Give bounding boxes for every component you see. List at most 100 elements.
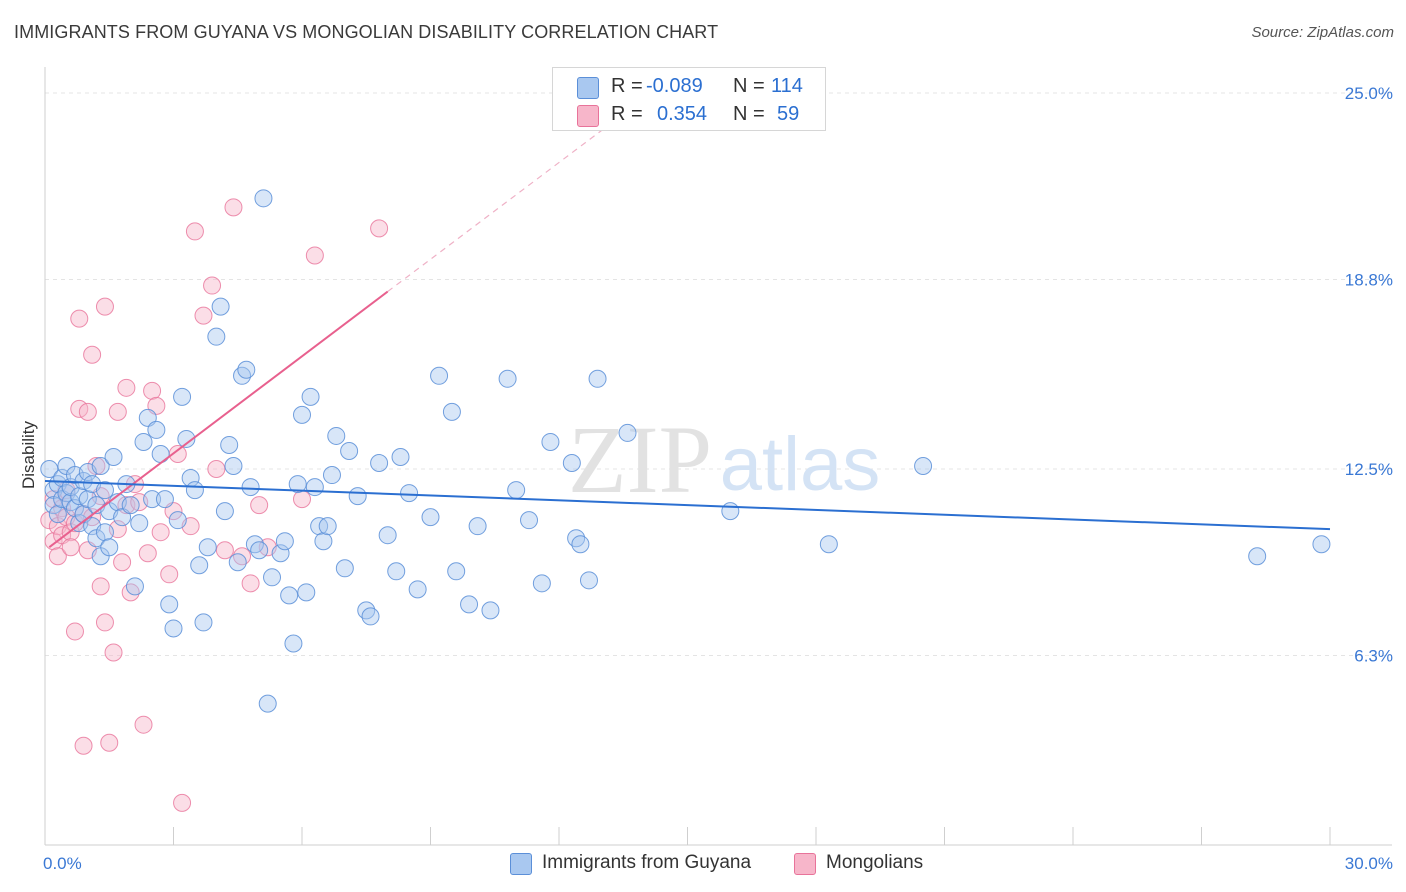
guyana-point (532, 574, 551, 593)
guyana-point (151, 444, 170, 463)
guyana-point (215, 502, 234, 521)
mongolians-point (95, 297, 114, 316)
mongolians-point (83, 345, 102, 364)
guyana-point (914, 457, 933, 476)
stats-legend: R = -0.089 N = 114 R = 0.354 N = 59 (552, 67, 826, 131)
guyana-point (571, 535, 590, 554)
guyana-point (301, 387, 320, 406)
source-note: Source: ZipAtlas.com (1251, 24, 1394, 41)
guyana-point (391, 447, 410, 466)
guyana-point (125, 577, 144, 596)
x-tick-labels: 0.0% 30.0% (43, 854, 1393, 873)
guyana-point (40, 460, 59, 479)
guyana-point (421, 508, 440, 527)
guyana-point (498, 369, 517, 388)
chart-title: IMMIGRANTS FROM GUYANA VS MONGOLIAN DISA… (14, 22, 719, 42)
guyana-point (263, 568, 282, 587)
guyana-point (95, 523, 114, 542)
guyana-point (164, 619, 183, 638)
guyana-point (104, 447, 123, 466)
guyana-point (1248, 547, 1267, 566)
mongolians-point (203, 276, 222, 295)
guyana-point (185, 481, 204, 500)
guyana-trend-line (44, 480, 1331, 531)
guyana-point (155, 490, 174, 509)
mongolians-point (241, 574, 260, 593)
r-value: 0.354 (657, 103, 708, 125)
n-value: 114 (771, 75, 803, 97)
n-value: 59 (777, 103, 800, 125)
guyana-point (134, 432, 153, 451)
r-label: R = (611, 103, 643, 125)
guyana-point (284, 634, 303, 653)
guyana-point (147, 420, 166, 439)
guyana-swatch (577, 77, 599, 99)
guyana-point (408, 580, 427, 599)
guyana-point (579, 571, 598, 590)
guyana-point (468, 517, 487, 536)
guyana-point (370, 454, 389, 473)
n-label: N = (733, 75, 765, 97)
guyana-point (460, 595, 479, 614)
guyana-point (207, 327, 226, 346)
mongolians-legend-label: Mongolians (826, 852, 924, 873)
guyana-point (160, 595, 179, 614)
mongolians-point (134, 715, 153, 734)
guyana-point (275, 532, 294, 551)
guyana-point (91, 457, 110, 476)
y-tick-label: 6.3% (1354, 647, 1393, 666)
mongolians-trend-extension (387, 113, 624, 293)
guyana-point (194, 613, 213, 632)
guyana-point (258, 694, 277, 713)
watermark-atlas: atlas (720, 422, 881, 507)
r-label: R = (611, 75, 643, 97)
guyana-point (481, 601, 500, 620)
gridlines (45, 92, 1392, 657)
guyana-point (430, 366, 449, 385)
guyana-point (211, 297, 230, 316)
guyana-point (241, 478, 260, 497)
guyana-points (40, 90, 1331, 713)
mongolians-point (143, 381, 162, 400)
guyana-point (327, 426, 346, 445)
guyana-point (237, 360, 256, 379)
mongolians-point (100, 733, 119, 752)
mongolians-point (78, 402, 97, 421)
mongolians-point (65, 622, 84, 641)
guyana-point (318, 517, 337, 536)
y-tick-label: 18.8% (1345, 271, 1393, 290)
mongolians-point (108, 402, 127, 421)
guyana-point (340, 441, 359, 460)
guyana-point (618, 423, 637, 442)
guyana-point (1312, 535, 1331, 554)
guyana-point (168, 511, 187, 530)
mongolians-point (70, 309, 89, 328)
guyana-point (100, 538, 119, 557)
x-tick-label: 30.0% (1345, 854, 1393, 873)
guyana-point (562, 454, 581, 473)
mongolians-point (104, 643, 123, 662)
mongolians-point (48, 547, 67, 566)
guyana-point (361, 607, 380, 626)
guyana-point (95, 481, 114, 500)
n-label: N = (733, 103, 765, 125)
guyana-point (271, 544, 290, 563)
mongolians-point (185, 222, 204, 241)
guyana-point (348, 487, 367, 506)
mongolians-point (207, 460, 226, 479)
mongolians-point (215, 541, 234, 560)
mongolians-point (95, 613, 114, 632)
watermark-zip: ZIP (568, 406, 712, 513)
guyana-point (520, 511, 539, 530)
mongolians-point (74, 736, 93, 755)
guyana-point (143, 490, 162, 509)
mongolians-point (160, 565, 179, 584)
guyana-point (130, 514, 149, 533)
guyana-point (305, 478, 324, 497)
mongolians-point (293, 490, 311, 509)
guyana-point (254, 189, 273, 208)
x-tick-label: 0.0% (43, 854, 82, 873)
mongolians-point (91, 577, 110, 596)
guyana-point (387, 562, 406, 581)
axes (44, 67, 1392, 846)
